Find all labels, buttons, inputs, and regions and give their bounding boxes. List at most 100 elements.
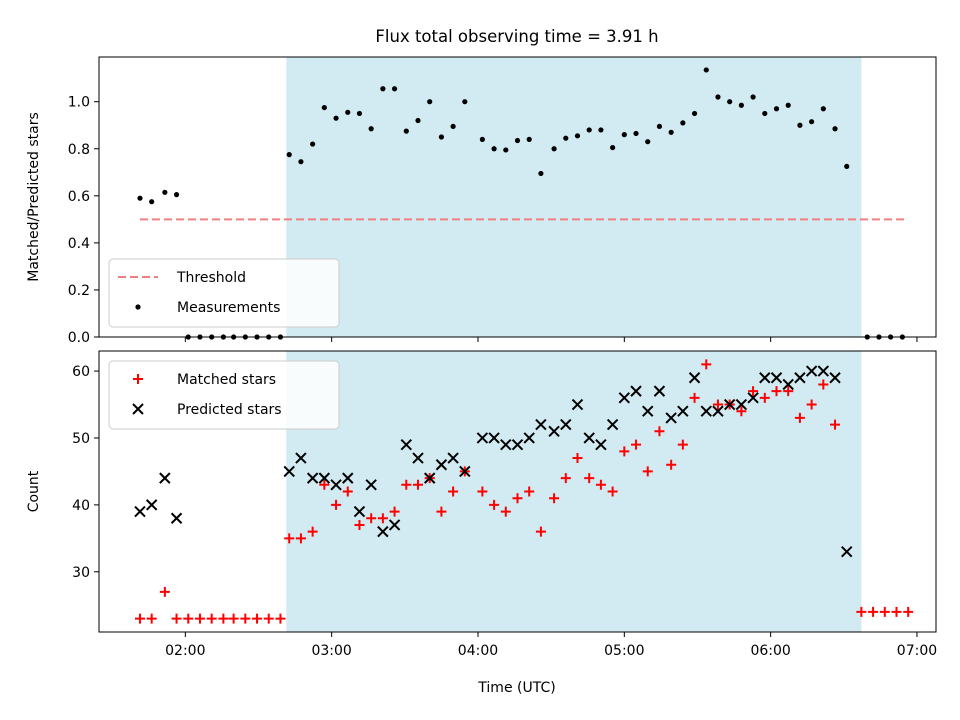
data-point <box>738 102 744 108</box>
data-point <box>438 134 445 140</box>
y-tick-label: 1.0 <box>68 95 90 111</box>
data-point <box>551 146 557 152</box>
legend-box <box>108 360 340 430</box>
data-point <box>477 486 488 497</box>
data-point <box>524 486 535 497</box>
data-point <box>488 432 500 444</box>
data-point <box>298 159 304 165</box>
data-point <box>806 399 817 410</box>
data-point <box>436 506 447 517</box>
data-point <box>797 122 803 128</box>
data-point <box>748 386 759 397</box>
data-point <box>331 499 342 510</box>
data-point <box>680 120 686 126</box>
data-point <box>595 438 607 451</box>
data-point <box>479 136 485 142</box>
data-point <box>194 613 205 624</box>
y-tick-label: 0.8 <box>68 142 90 158</box>
data-point <box>668 129 674 135</box>
data-point <box>134 613 145 624</box>
data-point <box>310 141 316 147</box>
data-point <box>891 606 902 617</box>
data-point <box>712 399 723 410</box>
y-tick-label: 0.2 <box>68 283 90 299</box>
axes-frame <box>98 56 937 338</box>
data-point <box>879 606 890 617</box>
y-axis-label: Count <box>26 470 42 512</box>
data-point <box>595 479 606 490</box>
data-point <box>712 405 724 417</box>
y-tick-label: 0.0 <box>68 330 90 346</box>
y-tick-label: 0.6 <box>68 189 90 205</box>
data-point <box>159 472 171 484</box>
data-point <box>619 446 630 457</box>
data-point <box>856 606 867 617</box>
data-point <box>137 195 143 201</box>
data-point <box>459 465 471 478</box>
data-point <box>783 386 794 397</box>
x-axis-label: Time (UTC) <box>477 680 555 696</box>
data-point <box>689 392 700 403</box>
data-point <box>538 170 544 177</box>
x-tick-label: 07:00 <box>897 643 937 659</box>
data-point <box>333 115 339 121</box>
data-point <box>321 104 327 111</box>
data-point <box>491 146 497 152</box>
data-point <box>159 586 170 597</box>
observing-span <box>286 351 862 632</box>
data-point <box>400 438 412 451</box>
axes-frame <box>98 350 937 633</box>
data-point <box>642 405 654 417</box>
data-point <box>511 438 524 451</box>
data-point <box>903 606 914 617</box>
x-tick-label: 05:00 <box>604 643 644 659</box>
data-point <box>476 432 489 444</box>
series-x <box>134 365 853 558</box>
data-point <box>412 479 423 490</box>
data-point <box>656 123 663 130</box>
data-point <box>423 472 436 484</box>
data-point <box>794 412 805 423</box>
legend-box <box>108 258 340 328</box>
data-point <box>412 452 424 464</box>
data-point <box>295 452 307 464</box>
data-point <box>535 418 547 431</box>
data-point <box>415 117 421 124</box>
y-tick-label: 50 <box>72 431 90 447</box>
data-point <box>584 473 595 484</box>
data-point <box>377 525 389 538</box>
data-point <box>389 506 400 517</box>
legend-measurements-swatch <box>135 304 141 310</box>
data-point <box>572 453 583 464</box>
y-tick-label: 40 <box>72 498 90 514</box>
data-point <box>447 452 459 464</box>
data-point <box>173 192 180 198</box>
data-point <box>560 418 572 431</box>
data-point <box>134 505 146 518</box>
data-point <box>500 438 512 451</box>
data-point <box>365 479 377 491</box>
data-point <box>700 405 712 417</box>
data-point <box>286 152 292 158</box>
data-point <box>586 127 592 133</box>
legend-predicted-swatch <box>132 403 144 415</box>
data-point <box>688 372 701 384</box>
data-point <box>356 110 363 117</box>
data-point <box>809 119 815 125</box>
data-point <box>621 132 627 138</box>
data-point <box>618 392 631 404</box>
data-point <box>607 486 618 497</box>
data-point <box>448 486 459 497</box>
data-point <box>146 613 157 624</box>
data-point <box>868 606 879 617</box>
data-point <box>574 133 581 139</box>
data-point <box>736 406 747 417</box>
data-point <box>653 385 666 397</box>
data-point <box>750 94 756 100</box>
data-point <box>427 99 433 105</box>
data-point <box>523 432 535 444</box>
x-tick-label: 02:00 <box>165 643 205 659</box>
data-point <box>535 526 546 537</box>
data-point <box>666 459 677 470</box>
